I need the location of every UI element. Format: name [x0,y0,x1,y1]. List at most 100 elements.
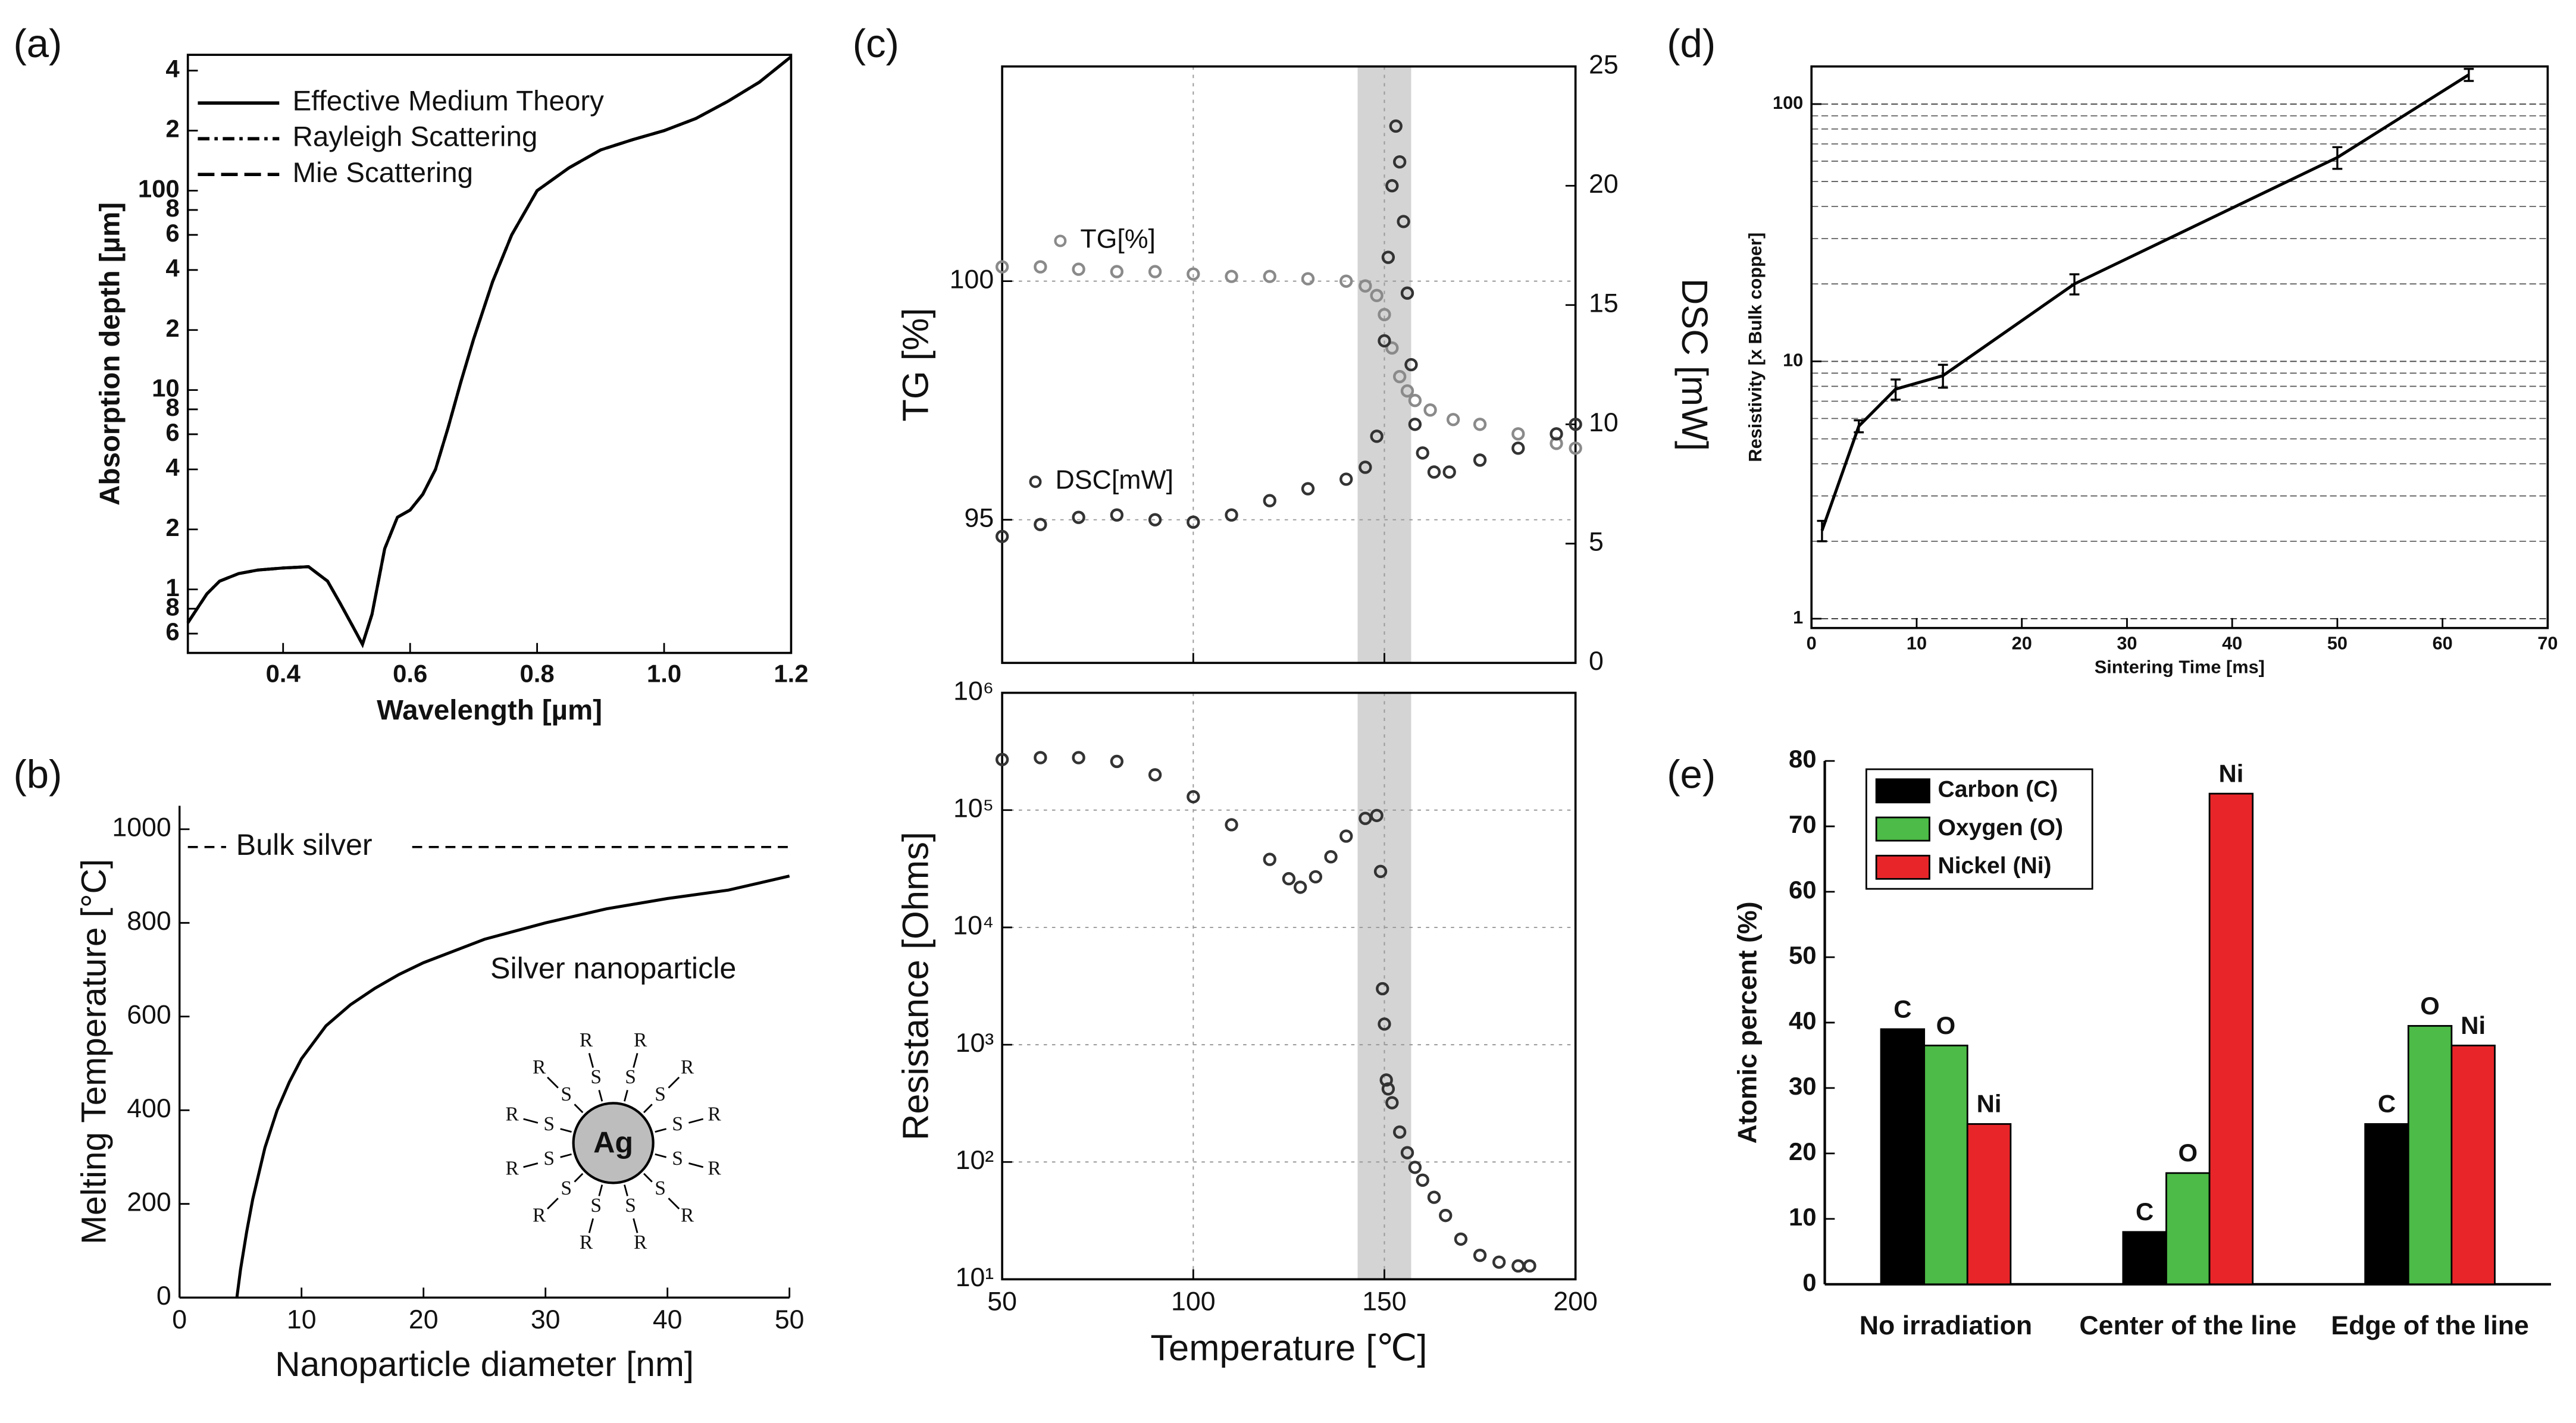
legend-label: TG[%] [1080,225,1156,254]
y-tick-label: 2 [165,115,179,143]
data-point [1385,341,1399,355]
bar [2122,1231,2167,1286]
data-point [1263,852,1276,866]
x-tick-label: 20 [2012,632,2032,653]
y-tick-label: 40 [1789,1007,1817,1035]
ligand-group: R [506,1104,519,1126]
y-tick-label: 10² [956,1146,994,1175]
bond [547,1076,559,1089]
bar-label: O [2178,1139,2198,1167]
x-axis-label: Sintering Time [ms] [2095,656,2265,677]
data-point [1263,494,1276,507]
bond [655,1153,667,1158]
error-bar [1854,419,1864,434]
ligand-atom: S [655,1083,666,1105]
y-tick-label: 4 [165,453,180,481]
bar-label: C [2378,1090,2396,1118]
data-point [1225,508,1238,522]
data-point [1381,250,1395,264]
data-point [1110,508,1124,522]
y2-tick-label: 10 [1589,408,1619,437]
y-tick-label: 70 [1789,810,1817,838]
bond [668,1076,680,1089]
bond [624,1090,628,1102]
y-tick-label: 10 [1783,350,1803,371]
data-point [1309,870,1323,884]
data-point [1408,1161,1422,1174]
bar [2165,1172,2211,1286]
bond [588,1052,594,1068]
data-point [1324,850,1338,864]
y-axis-label: Absorption depth [µm] [94,202,126,506]
legend-marker [1054,234,1067,247]
data-point [1400,384,1414,398]
data-point [1423,403,1437,417]
bar-label: O [2420,992,2440,1020]
data-point [1225,269,1238,283]
bond [560,1128,572,1133]
data-point [1404,358,1418,372]
error-bar [1817,519,1827,543]
data-point [1569,441,1582,455]
data-point [1359,811,1372,825]
x-tick-label: 1.0 [647,659,681,687]
data-point [1370,430,1384,443]
x-tick-label: 0.6 [393,659,427,687]
data-point [1416,1173,1429,1187]
data-point [1263,269,1276,283]
x-tick-label: Center of the line [2079,1311,2296,1340]
ligand-atom: S [543,1113,555,1135]
y-tick-label: 4 [165,55,180,83]
data-point [1148,265,1162,278]
legend-swatch [1875,854,1930,880]
y-axis-label: Resistivity [x Bulk copper] [1745,233,1766,462]
data-point [1376,982,1389,996]
data-point [1442,465,1456,479]
x-tick-label: 40 [653,1305,683,1334]
y-tick-label: 6 [165,418,179,446]
data-point [1301,272,1315,286]
data-point [1511,427,1525,441]
data-point [1293,880,1307,894]
data-point [1393,155,1407,169]
y-tick-label: 800 [127,907,171,936]
bar [1923,1045,1968,1286]
y-tick-label: 80 [1789,745,1817,773]
data-point [1148,513,1162,526]
data-point [1110,754,1124,769]
data-point [1378,308,1391,321]
ligand-atom: S [672,1148,683,1170]
y-tick-label: 50 [1789,941,1817,969]
data-point [1454,1232,1468,1246]
x-tick-label: 200 [1553,1287,1598,1316]
plot-frame [1810,65,2549,629]
error-bar [2069,273,2080,296]
data-point [1378,1017,1391,1031]
data-point [1511,441,1525,455]
ligand-atom: S [625,1195,636,1217]
ligand-atom: S [590,1195,602,1217]
data-point [1034,260,1047,274]
y-axis-label: Resistance [Ohms] [896,832,937,1140]
y-tick-label: 10⁶ [953,676,994,706]
ligand-group: R [681,1205,694,1227]
x-axis-label: Temperature [℃] [1150,1328,1427,1369]
y2-tick-label: 20 [1589,170,1619,199]
data-point [1427,465,1441,479]
data-point [995,260,1009,274]
data-point [1034,751,1047,764]
series-line [1820,73,2470,531]
data-point [1511,1259,1525,1273]
ligand-atom: S [672,1113,683,1135]
x-tick-label: 50 [2327,632,2347,653]
data-point [1110,265,1124,278]
data-point [1397,215,1410,228]
x-tick-label: 30 [2117,632,2137,653]
y-tick-label: 2 [165,513,179,541]
y-tick-label: 0 [1802,1268,1816,1296]
x-axis-label: Nanoparticle diameter [nm] [275,1345,694,1384]
legend-label: Oxygen (O) [1938,815,2063,841]
data-point [1370,289,1384,302]
bond [633,1218,638,1233]
